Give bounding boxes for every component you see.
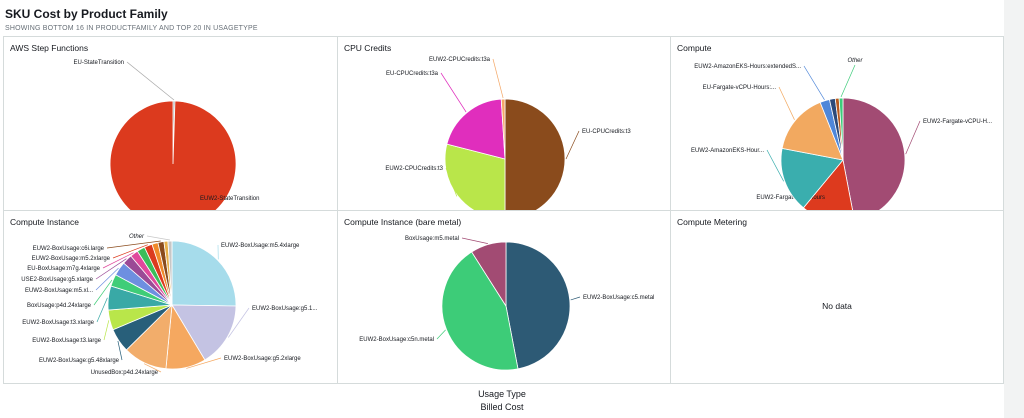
slice-label: BoxUsage:m5.metal (405, 236, 459, 242)
slice-label: EUW2-CPUCredits:t3a (429, 57, 491, 63)
slice-label: USE2-BoxUsage:g5.xlarge (21, 277, 93, 283)
slice-label: BoxUsage:p4d.24xlarge (27, 303, 92, 309)
leader-line (143, 363, 162, 373)
panel-title: Compute Instance (bare metal) (344, 217, 462, 227)
slice-label: EUW2-BoxUsage:t3.large (32, 338, 101, 344)
slice-label: Other (129, 234, 145, 240)
pie-slice[interactable] (500, 98, 506, 160)
panel-aws-step-functions[interactable]: AWS Step Functions EU-StateTransition EUW… (4, 37, 337, 210)
slice-label: EUW2-BoxUsage:c5.metal (583, 295, 654, 301)
scrollbar-track[interactable] (1004, 0, 1024, 418)
leader-line (840, 64, 856, 98)
slice-label: EUW2-BoxUsage:m5.xl... (25, 288, 93, 294)
pie-chart: EU-CPUCredits:t3 EUW2-CPUCredits:t3 EU-CPU… (385, 57, 631, 210)
leader-line (492, 58, 504, 99)
leader-line (106, 240, 161, 249)
leader-line (570, 296, 581, 301)
panel-title: Compute (677, 43, 712, 53)
panel-title: Compute Instance (10, 217, 79, 227)
leader-line (95, 258, 127, 280)
slice-label: EUW2-BoxUsage:m5.4xlarge (221, 243, 300, 249)
slice-label: EU-StateTransition (74, 60, 124, 66)
panel-compute[interactable]: Compute EUW2-Fargate-vCPU-H... EUW2-Farga… (671, 37, 1003, 210)
slice-label: EUW2-BoxUsage:g5.48xlarge (39, 358, 120, 364)
slice-label: EUW2-Fargate-vCPU-H... (923, 119, 992, 125)
pie-slice[interactable] (780, 147, 844, 209)
pie-slice[interactable] (842, 97, 906, 210)
slice-label: EUW2-BoxUsage:t3.xlarge (22, 320, 94, 326)
slice-label: EU-Fargate-vCPU-Hours:... (703, 85, 777, 91)
slice-label: EU-CPUCredits:t3a (386, 71, 439, 77)
leader-line (228, 307, 250, 338)
leader-line (103, 320, 110, 341)
slice-label: EUW2-StateTransition (200, 196, 259, 202)
leader-line (117, 340, 123, 361)
page-subtitle: SHOWING BOTTOM 16 IN PRODUCTFAMILY AND T… (5, 25, 258, 32)
leader-line (186, 197, 198, 210)
leader-line (436, 329, 446, 340)
leader-line (445, 167, 458, 197)
leader-line (146, 235, 170, 241)
leader-line (905, 120, 921, 155)
pie-slice[interactable] (171, 304, 237, 361)
pie-slice[interactable] (441, 251, 519, 371)
pie-slice[interactable] (444, 143, 506, 210)
leader-line (827, 196, 829, 210)
pie-slice[interactable] (802, 159, 854, 210)
slice-label: EUW2-AmazonEKS-Hour... (691, 148, 764, 154)
panel-compute-instance-bare-metal[interactable]: Compute Instance (bare metal) EUW2-BoxUs… (338, 211, 670, 383)
leader-line (440, 72, 467, 113)
slice-label: UnusedBox:p4d.24xlarge (91, 370, 159, 376)
panel-compute-metering[interactable]: Compute Metering No data (671, 211, 1003, 383)
leader-line (803, 65, 825, 100)
leader-line (95, 267, 119, 291)
panel-title: Compute Metering (677, 217, 747, 227)
leader-line (112, 244, 148, 259)
pie-slice[interactable] (838, 97, 844, 161)
no-data-message: No data (822, 301, 852, 311)
slice-label: EU-BoxUsage:m7g.4xlarge (27, 266, 100, 272)
panel-cpu-credits[interactable]: CPU Credits EU-CPUCredits:t3 EUW2-CPUCred… (338, 37, 670, 210)
slice-label: EUW2-BoxUsage:g5.2xlarge (224, 356, 301, 362)
panel-compute-instance[interactable]: Compute Instance EUW2-BoxUsage:m5.4xlarg… (4, 211, 337, 383)
leader-line (766, 149, 785, 182)
leader-line (102, 252, 134, 269)
slice-label: EUW2-BoxUsage:c6i.large (33, 246, 105, 252)
pie-chart: EUW2-BoxUsage:c5.metal EUW2-BoxUsage:c5n.… (359, 236, 654, 371)
slice-label: EU-CPUCredits:t3 (582, 129, 631, 135)
pie-chart: EUW2-BoxUsage:m5.4xlarge EUW2-BoxUsage:g5… (21, 234, 318, 376)
slice-label: EUW2-AmazonEKS-Hours:extendedS... (694, 64, 801, 70)
slice-label: Other (847, 58, 863, 64)
leader-line (93, 279, 113, 306)
slice-label: EUW2-BoxUsage:c5n.metal (359, 337, 434, 343)
value-label: Billed Cost (480, 402, 524, 412)
slice-label: EUW2-CPUCredits:t3 (385, 166, 443, 172)
pie-slice[interactable] (471, 241, 507, 308)
leader-line (96, 297, 108, 323)
leader-line (565, 130, 580, 160)
panel-title: CPU Credits (344, 43, 392, 53)
leader-line (461, 237, 488, 244)
panel-title: AWS Step Functions (10, 43, 89, 53)
slice-label: EUW2-Fargate-GB-Hours (756, 195, 825, 201)
pie-chart: EUW2-Fargate-vCPU-H... EUW2-Fargate-GB-Ho… (691, 58, 992, 210)
chart-grid: AWS Step Functions EU-StateTransition EUW… (3, 36, 1004, 384)
pie-slice[interactable] (781, 101, 844, 161)
page-title: SKU Cost by Product Family (5, 7, 168, 21)
leader-line (778, 86, 795, 120)
pie-slice[interactable] (171, 240, 237, 307)
pie-slice[interactable] (504, 98, 566, 210)
pie-slice[interactable] (446, 98, 506, 160)
slice-label: EUW2-BoxUsage:g5.1... (252, 306, 318, 312)
slice-label: EUW2-BoxUsage:m5.2xlarge (32, 256, 111, 262)
leader-line (126, 61, 175, 101)
pie-slice[interactable] (109, 100, 237, 210)
pie-chart: EU-StateTransition EUW2-StateTransition (74, 60, 259, 210)
leader-line (186, 357, 222, 369)
pie-slice[interactable] (167, 240, 173, 306)
pie-slice[interactable] (505, 241, 571, 370)
group-by-label: Usage Type (478, 389, 526, 399)
grid-divider (4, 210, 1003, 211)
